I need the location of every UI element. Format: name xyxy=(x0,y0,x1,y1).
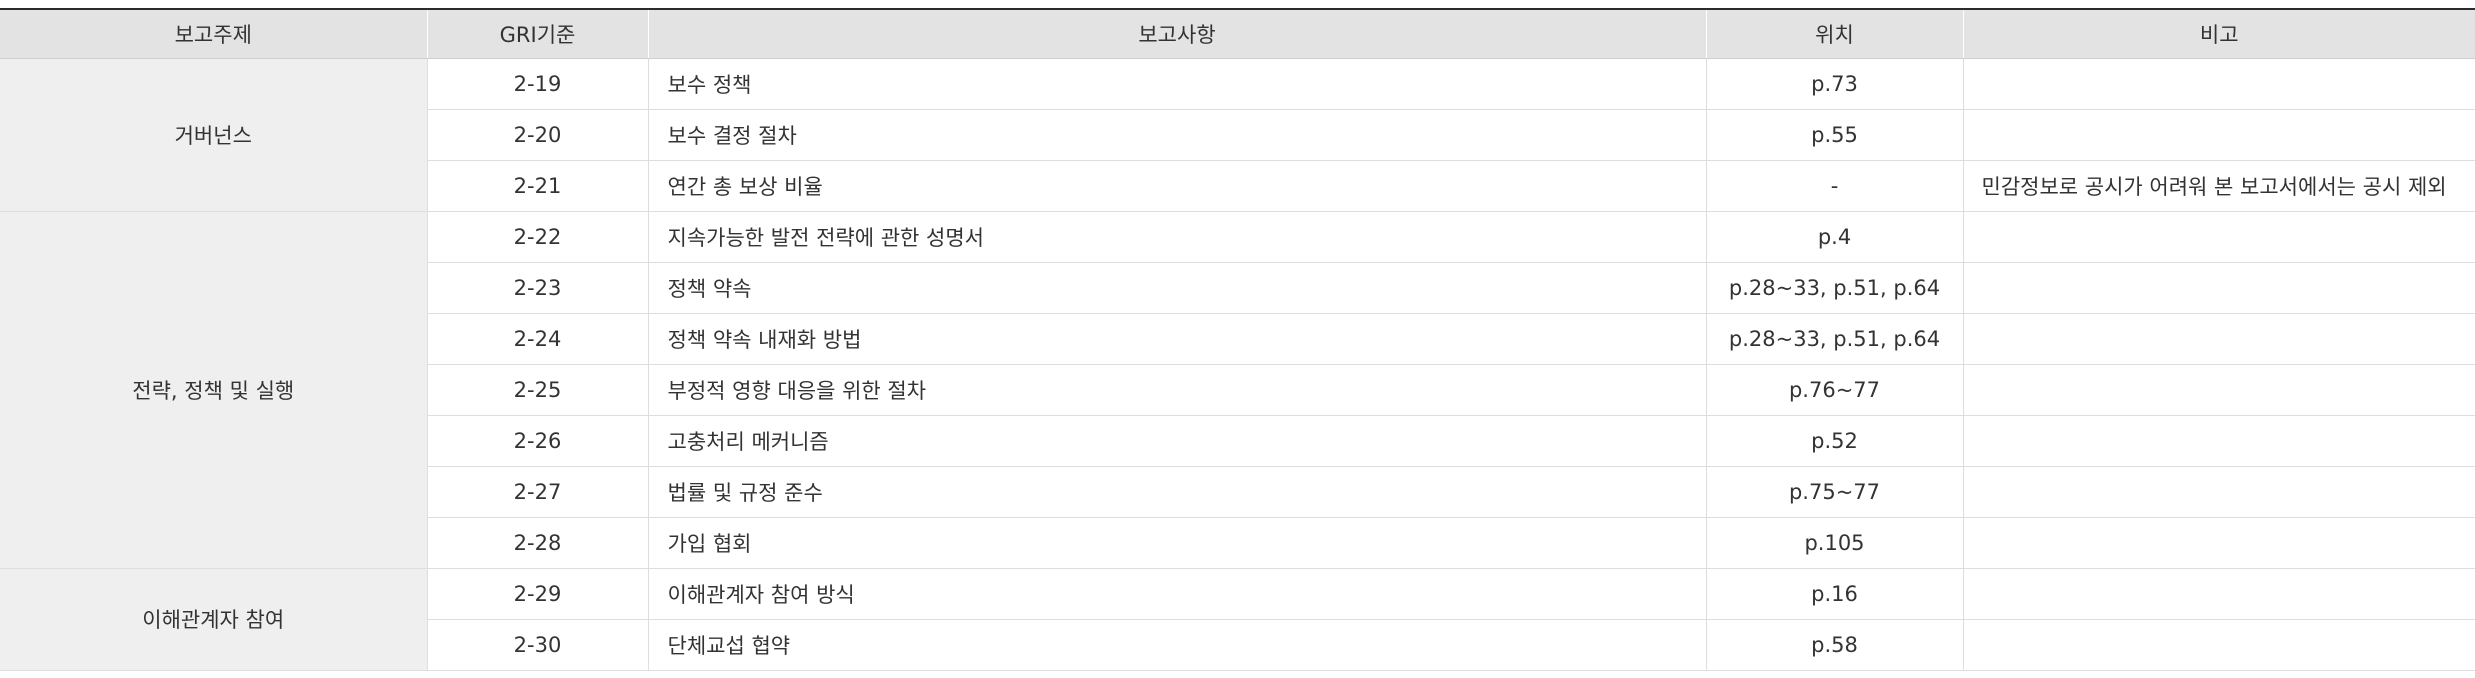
gri-index-table: 보고주제 GRI기준 보고사항 위치 비고 거버넌스 2-19 보수 정책 p.… xyxy=(0,8,2475,671)
topic-cell-governance: 거버넌스 xyxy=(0,58,427,212)
disclosure-cell: 고충처리 메커니즘 xyxy=(647,415,1706,467)
location-cell: - xyxy=(1705,160,1963,212)
table-row: 2-24 정책 약속 내재화 방법 p.28~33, p.51, p.64 xyxy=(0,313,2475,365)
note-cell: 민감정보로 공시가 어려워 본 보고서에서는 공시 제외 xyxy=(1962,160,2475,212)
location-cell: p.73 xyxy=(1705,58,1963,110)
table-row: 2-26 고충처리 메커니즘 p.52 xyxy=(0,415,2475,467)
gri-code-cell: 2-24 xyxy=(426,313,648,365)
note-cell xyxy=(1962,58,2475,110)
header-note: 비고 xyxy=(1962,8,2475,59)
location-cell: p.76~77 xyxy=(1705,364,1963,416)
gri-code-cell: 2-19 xyxy=(426,58,648,110)
note-cell xyxy=(1962,415,2475,467)
disclosure-cell: 보수 결정 절차 xyxy=(647,109,1706,161)
gri-code-cell: 2-23 xyxy=(426,262,648,314)
note-cell xyxy=(1962,364,2475,416)
disclosure-cell: 이해관계자 참여 방식 xyxy=(647,568,1706,620)
gri-code-cell: 2-21 xyxy=(426,160,648,212)
gri-code-cell: 2-25 xyxy=(426,364,648,416)
location-cell: p.55 xyxy=(1705,109,1963,161)
location-cell: p.4 xyxy=(1705,211,1963,263)
table-row: 2-30 단체교섭 협약 p.58 xyxy=(0,619,2475,671)
location-cell: p.58 xyxy=(1705,619,1963,671)
gri-code-cell: 2-27 xyxy=(426,466,648,518)
table-row: 2-25 부정적 영향 대응을 위한 절차 p.76~77 xyxy=(0,364,2475,416)
note-cell xyxy=(1962,619,2475,671)
header-location: 위치 xyxy=(1705,8,1963,59)
note-cell xyxy=(1962,517,2475,569)
header-gri-standard: GRI기준 xyxy=(426,8,648,59)
table-row: 2-23 정책 약속 p.28~33, p.51, p.64 xyxy=(0,262,2475,314)
topic-cell-strategy: 전략, 정책 및 실행 xyxy=(0,211,427,569)
disclosure-cell: 연간 총 보상 비율 xyxy=(647,160,1706,212)
disclosure-cell: 지속가능한 발전 전략에 관한 성명서 xyxy=(647,211,1706,263)
table-header-row: 보고주제 GRI기준 보고사항 위치 비고 xyxy=(0,8,2475,59)
header-topic: 보고주제 xyxy=(0,8,427,59)
topic-cell-stakeholder: 이해관계자 참여 xyxy=(0,568,427,671)
location-cell: p.16 xyxy=(1705,568,1963,620)
disclosure-cell: 법률 및 규정 준수 xyxy=(647,466,1706,518)
location-cell: p.75~77 xyxy=(1705,466,1963,518)
disclosure-cell: 단체교섭 협약 xyxy=(647,619,1706,671)
location-cell: p.52 xyxy=(1705,415,1963,467)
table-row: 2-27 법률 및 규정 준수 p.75~77 xyxy=(0,466,2475,518)
note-cell xyxy=(1962,466,2475,518)
location-cell: p.105 xyxy=(1705,517,1963,569)
disclosure-cell: 보수 정책 xyxy=(647,58,1706,110)
table-row: 2-28 가입 협회 p.105 xyxy=(0,517,2475,569)
disclosure-cell: 정책 약속 내재화 방법 xyxy=(647,313,1706,365)
disclosure-cell: 정책 약속 xyxy=(647,262,1706,314)
note-cell xyxy=(1962,262,2475,314)
table-row: 전략, 정책 및 실행 2-22 지속가능한 발전 전략에 관한 성명서 p.4 xyxy=(0,211,2475,569)
location-cell: p.28~33, p.51, p.64 xyxy=(1705,262,1963,314)
disclosure-cell: 가입 협회 xyxy=(647,517,1706,569)
table-row: 이해관계자 참여 2-29 이해관계자 참여 방식 p.16 xyxy=(0,568,2475,671)
gri-code-cell: 2-29 xyxy=(426,568,648,620)
header-disclosure: 보고사항 xyxy=(647,8,1706,59)
note-cell xyxy=(1962,211,2475,263)
table-row: 2-21 연간 총 보상 비율 - 민감정보로 공시가 어려워 본 보고서에서는… xyxy=(0,160,2475,212)
table-row: 거버넌스 2-19 보수 정책 p.73 xyxy=(0,58,2475,212)
note-cell xyxy=(1962,568,2475,620)
table-row: 2-20 보수 결정 절차 p.55 xyxy=(0,109,2475,161)
gri-code-cell: 2-28 xyxy=(426,517,648,569)
gri-code-cell: 2-30 xyxy=(426,619,648,671)
note-cell xyxy=(1962,313,2475,365)
disclosure-cell: 부정적 영향 대응을 위한 절차 xyxy=(647,364,1706,416)
gri-code-cell: 2-22 xyxy=(426,211,648,263)
location-cell: p.28~33, p.51, p.64 xyxy=(1705,313,1963,365)
gri-code-cell: 2-26 xyxy=(426,415,648,467)
table-body: 거버넌스 2-19 보수 정책 p.73 2-20 보수 결정 절차 p.55 … xyxy=(0,58,2475,671)
gri-code-cell: 2-20 xyxy=(426,109,648,161)
note-cell xyxy=(1962,109,2475,161)
